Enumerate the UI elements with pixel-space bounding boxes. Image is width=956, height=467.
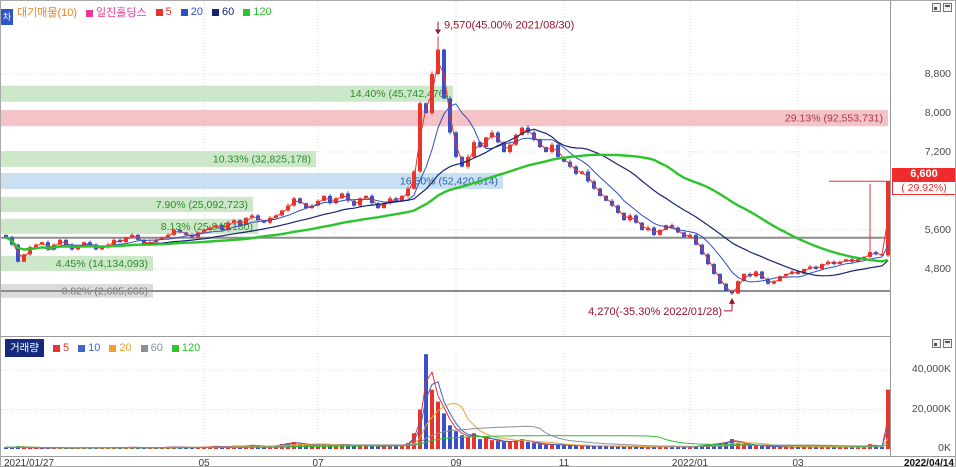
time-tick-label: 11 xyxy=(558,458,570,467)
volume-profile-band xyxy=(1,110,888,127)
ma-line xyxy=(5,153,889,263)
panel-maximize-icon[interactable] xyxy=(943,339,952,348)
band-label: 29.13% (92,553,731) xyxy=(785,113,883,125)
legend-swatch xyxy=(109,345,117,352)
ma-line xyxy=(5,435,889,449)
price-axis: 6,600 ( 29.92%) 8,800 8,000 7,200 5,600 4,80… xyxy=(890,1,955,456)
volume-tick-label: 20,000K xyxy=(911,403,951,415)
volume-profile-band xyxy=(1,173,503,190)
price-ma-legend: 5 20 60 120 xyxy=(155,6,281,18)
price-ma-120: 120 xyxy=(243,6,272,18)
volume-profile-band xyxy=(1,218,258,234)
volume-ma-legend: 5 10 20 60 120 xyxy=(52,342,209,354)
volume-profile-band xyxy=(1,85,453,102)
volume-ma-120: 120 xyxy=(171,342,200,354)
volume-profile-band xyxy=(1,196,253,212)
band-label: 16.50% (52,420,514) xyxy=(400,176,498,188)
time-tick-label: 09 xyxy=(450,458,462,467)
panel2-window-buttons xyxy=(932,339,952,348)
ma-line xyxy=(5,403,889,449)
volume-bars xyxy=(4,354,890,449)
chart-tab-icon[interactable]: 차 xyxy=(1,9,13,25)
price-tick-label: 7,200 xyxy=(924,146,951,158)
price-tick-label: 4,800 xyxy=(924,263,951,275)
panel-restore-icon[interactable] xyxy=(932,339,941,348)
price-tick-label: 8,800 xyxy=(924,68,951,80)
band-label: 7.90% (25,092,723) xyxy=(156,199,248,211)
volume-profile-band xyxy=(1,255,153,271)
volume-ma-20: 20 xyxy=(109,342,132,354)
stock-legend-swatch xyxy=(86,10,94,17)
panel-maximize-icon[interactable] xyxy=(943,3,952,12)
legend-swatch xyxy=(243,9,251,16)
ma-line xyxy=(5,61,889,293)
price-ma-20: 20 xyxy=(180,6,203,18)
price-annotations: 9,570(45.00% 2021/08/30) 4,270(-35.30% 20… xyxy=(435,19,735,318)
legend-swatch xyxy=(171,345,179,352)
current-change-label: ( 29.92%) xyxy=(892,181,955,195)
time-tick-label: 2021/01/27 xyxy=(4,458,55,467)
volume-title-chip: 거래량 xyxy=(5,339,44,357)
panel1-window-buttons xyxy=(932,3,952,12)
volume-tick-label: 0K xyxy=(938,442,951,454)
volume-legend: 거래량 5 10 20 60 120 xyxy=(5,339,209,357)
current-price-label: 6,600 xyxy=(892,168,955,181)
legend-swatch xyxy=(140,345,148,352)
volume-ma-5: 5 xyxy=(52,342,69,354)
legend-swatch xyxy=(212,9,220,16)
stock-name-label: 일진홀딩스 xyxy=(86,4,147,20)
band-label: 4.45% (14,134,093) xyxy=(56,258,148,270)
panel-restore-icon[interactable] xyxy=(932,3,941,12)
price-ma-5: 5 xyxy=(155,6,172,18)
volume-chart xyxy=(1,353,890,449)
volume-tick-label: 40,000K xyxy=(911,363,951,375)
time-axis: 2021/01/27 05 07 09 11 2022/01 03 2022/04/14 xyxy=(1,456,955,467)
time-tick-label: 05 xyxy=(198,458,210,467)
price-tick-label: 8,000 xyxy=(924,107,951,119)
band-label: 10.33% (32,825,178) xyxy=(213,154,311,166)
band-label: 14.40% (45,742,476) xyxy=(350,88,448,100)
price-tick-label: 5,600 xyxy=(924,224,951,236)
time-tick-label: 2022/04/14 xyxy=(903,458,954,467)
price-ma-60: 60 xyxy=(212,6,234,18)
volume-profile-band xyxy=(1,151,316,168)
legend-swatch xyxy=(180,9,188,16)
volume-panel: 거래량 5 10 20 60 120 xyxy=(1,336,890,456)
indicator-label: 대기매물(10) xyxy=(17,7,78,19)
legend-swatch xyxy=(52,345,60,352)
price-legend: 대기매물(10) 일진홀딩스 5 20 60 120 xyxy=(17,4,281,20)
time-tick-label: 07 xyxy=(312,458,324,467)
price-chart: 14.40% (45,742,476) 29.13% (92,553,731) 10… xyxy=(1,1,890,336)
annotation-high: 9,570(45.00% 2021/08/30) xyxy=(444,19,574,31)
legend-swatch xyxy=(155,9,163,16)
ma-line xyxy=(5,103,889,283)
volume-ma-10: 10 xyxy=(78,342,100,354)
volume-ma-60: 60 xyxy=(140,342,163,354)
time-tick-label: 03 xyxy=(792,458,804,467)
time-tick-label: 2022/01 xyxy=(671,458,709,467)
current-price-marker: 6,600 ( 29.92%) xyxy=(892,168,955,195)
annotation-low: 4,270(-35.30% 2022/01/28) xyxy=(588,306,722,318)
price-panel: 14.40% (45,742,476) 29.13% (92,553,731) 10… xyxy=(1,1,890,336)
legend-swatch xyxy=(78,345,86,352)
ma-line xyxy=(5,371,889,449)
